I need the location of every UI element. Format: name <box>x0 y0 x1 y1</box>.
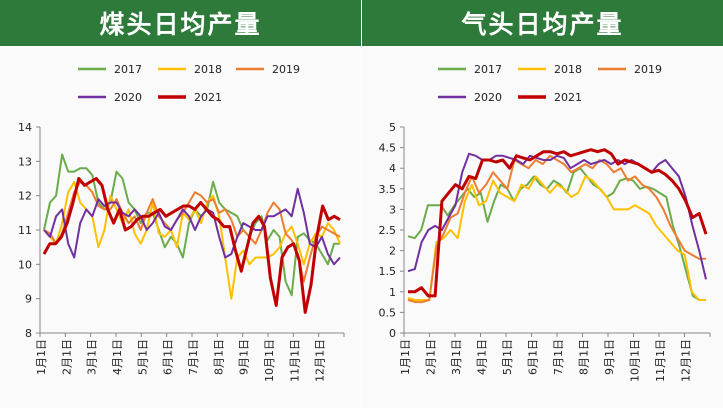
x-tick-label: 2月1日 <box>60 339 73 375</box>
plot-area: 8 9 10 11 12 13 14 1月1日 2月1日 3月1日 4月1日 5月1日 6月1日 7月1日… <box>0 46 361 408</box>
y-tick-label: 3 <box>389 203 396 216</box>
x-tick-label: 11月1日 <box>654 339 667 382</box>
x-tick-label: 3月1日 <box>450 339 463 375</box>
y-tick-label: 1 <box>389 286 396 299</box>
x-tick-label: 6月1日 <box>527 339 540 375</box>
x-tick-label: 8月1日 <box>578 339 591 375</box>
chart-title: 煤头日均产量 <box>0 0 361 46</box>
legend-label-2018: 2018 <box>554 63 582 76</box>
x-tick-label: 1月1日 <box>35 339 48 375</box>
x-tick-label: 7月1日 <box>187 339 200 375</box>
series-line-2018 <box>407 175 706 301</box>
series-line-2020 <box>43 187 341 266</box>
gas-chart-panel: 气头日均产量 0 0.5 1 1.5 2 2.5 3 3.5 4 4.5 5 1月1日 2月1日 3月1日… <box>362 0 723 408</box>
y-tick-label: 5 <box>389 121 396 134</box>
y-tick-label: 3.5 <box>379 183 397 196</box>
y-tick-label: 1.5 <box>379 265 397 278</box>
chart-title: 气头日均产量 <box>362 0 723 46</box>
y-tick-label: 12 <box>18 190 32 203</box>
y-tick-label: 9 <box>25 293 32 306</box>
x-tick-label: 12月1日 <box>314 339 327 382</box>
x-tick-label: 1月1日 <box>399 339 412 375</box>
series-line-2019 <box>43 180 341 283</box>
series-line-2019 <box>407 154 706 304</box>
x-tick-label: 4月1日 <box>111 339 124 375</box>
x-tick-label: 6月1日 <box>162 339 175 375</box>
series-line-2020 <box>407 152 707 280</box>
x-tick-label: 5月1日 <box>501 339 514 375</box>
legend-label-2021: 2021 <box>194 91 222 104</box>
y-tick-label: 11 <box>18 224 32 237</box>
legend-label-2021: 2021 <box>554 91 582 104</box>
x-tick-label: 10月1日 <box>263 339 276 382</box>
x-tick-label: 7月1日 <box>552 339 565 375</box>
y-tick-label: 13 <box>18 155 32 168</box>
y-tick-label: 8 <box>25 327 32 340</box>
legend-label-2019: 2019 <box>634 63 662 76</box>
series-line-2017 <box>407 167 706 301</box>
line-chart-svg: 0 0.5 1 1.5 2 2.5 3 3.5 4 4.5 5 1月1日 2月1日 3月1日 4月1日 5月1… <box>379 63 711 382</box>
x-tick-label: 12月1日 <box>680 339 693 382</box>
x-tick-label: 9月1日 <box>238 339 251 375</box>
x-tick-label: 4月1日 <box>476 339 489 375</box>
series-line-2018 <box>43 180 341 300</box>
x-tick-label: 10月1日 <box>629 339 642 382</box>
y-tick-label: 4.5 <box>379 142 397 155</box>
y-tick-label: 4 <box>389 162 396 175</box>
y-tick-label: 0.5 <box>379 306 397 319</box>
x-tick-label: 2月1日 <box>425 339 438 375</box>
y-tick-label: 0 <box>389 327 396 340</box>
legend-label-2017: 2017 <box>474 63 502 76</box>
legend-label-2020: 2020 <box>114 91 142 104</box>
legend-label-2018: 2018 <box>194 63 222 76</box>
series-line-2021 <box>42 177 341 314</box>
x-tick-label: 3月1日 <box>86 339 99 375</box>
legend-label-2020: 2020 <box>474 91 502 104</box>
line-chart-svg: 8 9 10 11 12 13 14 1月1日 2月1日 3月1日 4月1日 5月1日 6月1日 7月1日… <box>18 63 345 382</box>
y-tick-label: 10 <box>18 258 32 271</box>
coke-chart-panel: 煤头日均产量 8 9 10 11 12 13 14 1月1日 2月1日 3月1日 4月1日 5月1日 6… <box>0 0 361 408</box>
legend-label-2017: 2017 <box>114 63 142 76</box>
x-tick-label: 8月1日 <box>212 339 225 375</box>
y-tick-label: 2.5 <box>379 224 397 237</box>
series-line-2021 <box>408 148 708 298</box>
x-tick-label: 9月1日 <box>603 339 616 375</box>
x-tick-label: 11月1日 <box>288 339 301 382</box>
plot-area: 0 0.5 1 1.5 2 2.5 3 3.5 4 4.5 5 1月1日 2月1日 3月1日 4月1日 5月1… <box>362 46 723 408</box>
y-tick-label: 2 <box>389 245 396 258</box>
y-tick-label: 14 <box>18 121 32 134</box>
x-tick-label: 5月1日 <box>136 339 149 375</box>
legend-label-2019: 2019 <box>272 63 300 76</box>
